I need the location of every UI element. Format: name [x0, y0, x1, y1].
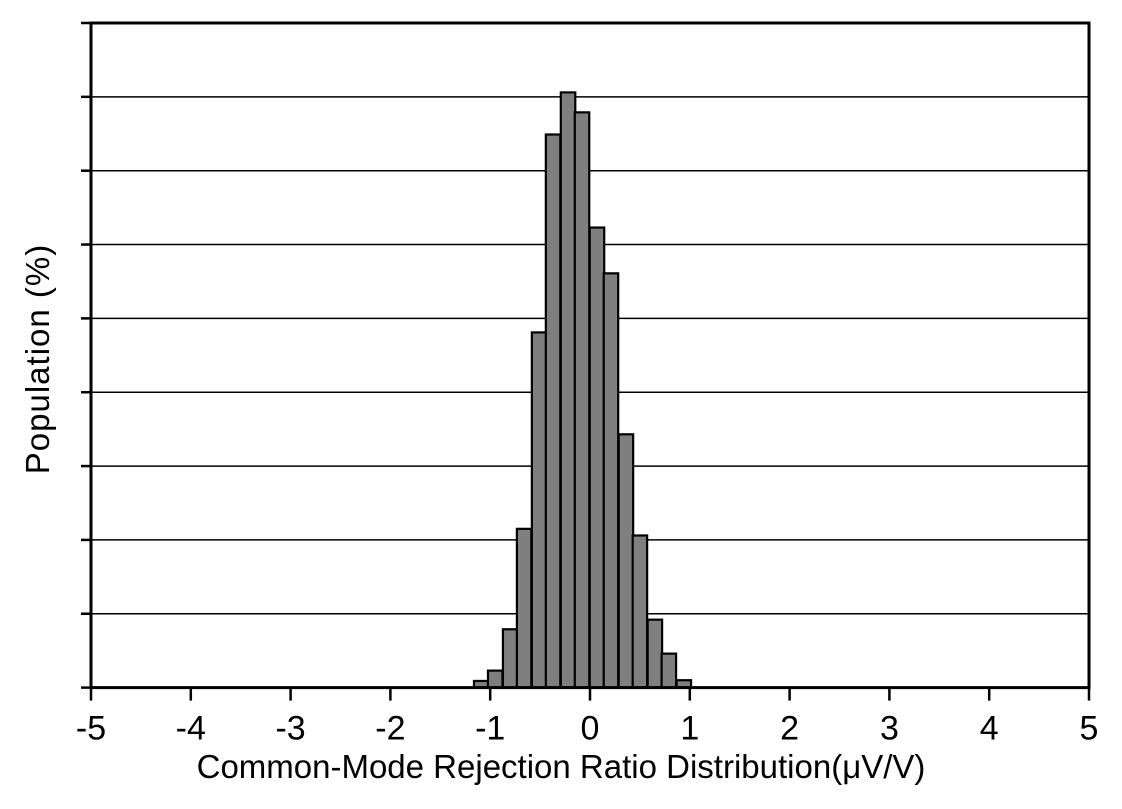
- histogram-bar: [559, 91, 577, 689]
- x-tick-label: 2: [780, 710, 799, 748]
- histogram-bar: [544, 133, 562, 689]
- x-axis-label: Common-Mode Rejection Ratio Distribution…: [196, 748, 926, 785]
- histogram-bar: [501, 628, 519, 689]
- x-tick-label: 1: [680, 710, 699, 748]
- x-tick-label: -3: [275, 710, 305, 748]
- histogram-bar: [660, 652, 678, 689]
- x-tick-label: -5: [76, 710, 106, 748]
- x-tick-label: 4: [980, 710, 999, 748]
- histogram-bar: [486, 669, 504, 689]
- histogram-bar: [646, 618, 664, 689]
- x-tick-label: -2: [375, 710, 405, 748]
- histogram-bar: [602, 272, 620, 689]
- histogram-bar: [515, 527, 533, 689]
- histogram-bar: [530, 331, 548, 689]
- y-axis-label: Population (%): [19, 243, 56, 475]
- histogram-bar: [573, 111, 591, 689]
- x-tick-label: 3: [880, 710, 899, 748]
- x-tick-label: 5: [1080, 710, 1099, 748]
- histogram-bar: [588, 226, 606, 689]
- x-tick-label: -4: [176, 710, 206, 748]
- histogram-bar: [631, 534, 649, 689]
- x-tick-label: 0: [581, 710, 600, 748]
- histogram-bar: [617, 433, 635, 689]
- x-tick-label: -1: [475, 710, 505, 748]
